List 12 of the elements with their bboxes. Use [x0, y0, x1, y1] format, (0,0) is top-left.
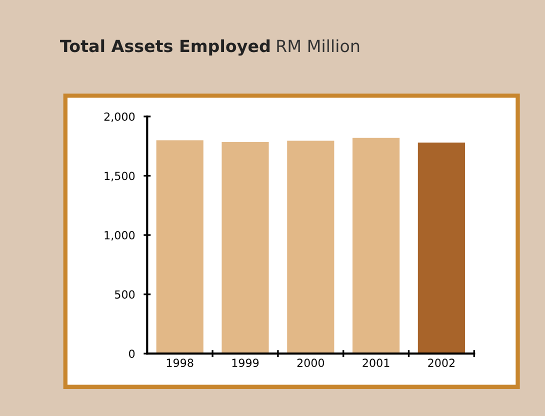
y-tick-label: 1,500	[104, 172, 135, 182]
x-tick-label: 1999	[232, 358, 259, 368]
y-tick-label: 0	[129, 350, 135, 358]
chart-subtitle: RM Million	[277, 39, 360, 52]
x-tick-label: 2000	[297, 358, 324, 368]
y-tick-label: 500	[114, 290, 135, 299]
y-tick-label: 1,000	[104, 231, 135, 241]
x-tick-label: 1998	[166, 358, 194, 368]
chart-title: Total Assets Employed	[60, 39, 270, 56]
y-tick-label: 2,000	[104, 112, 135, 122]
x-tick-label: 2001	[362, 358, 390, 368]
x-tick-label: 2002	[428, 358, 454, 368]
